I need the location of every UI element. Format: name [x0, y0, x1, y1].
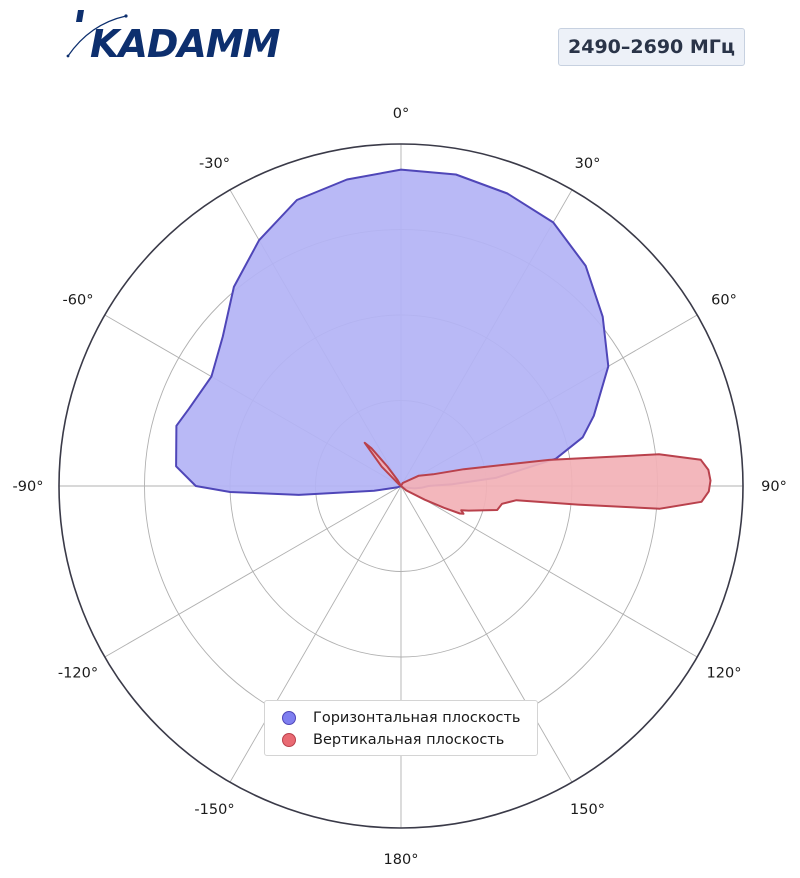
grid-spoke-4 [400, 485, 698, 658]
outer-ring-layer [58, 143, 744, 829]
grid-spoke-5 [400, 485, 573, 783]
grid-spoke-8 [104, 485, 402, 658]
angle-label-10: -60° [63, 293, 94, 309]
angle-label-2: 60° [711, 293, 737, 309]
brand-name: KADAMM [90, 22, 280, 66]
legend-marker-horizontal [282, 711, 296, 725]
angle-label-4: 120° [707, 666, 742, 682]
angle-label-8: -120° [58, 666, 98, 682]
angle-labels: 0° 30° 60° 90° 120° 150° 180° -150° -120° -90° -60… [13, 106, 787, 868]
legend-label-vertical: Вертикальная плоскость [313, 732, 505, 748]
outer-ring [58, 143, 744, 829]
legend: Горизонтальная плоскость Вертикальная пл… [264, 700, 538, 756]
series-area-horizontal [175, 168, 610, 496]
angle-label-9: -90° [13, 479, 44, 495]
legend-item-horizontal: Горизонтальная плоскость [282, 707, 520, 729]
angle-label-5: 150° [570, 802, 605, 818]
legend-marker-vertical [282, 733, 296, 747]
angle-label-1: 30° [575, 156, 601, 172]
series-area-vertical [363, 441, 712, 515]
angle-label-7: -150° [194, 802, 234, 818]
angle-label-3: 90° [761, 479, 787, 495]
grid-spoke-7 [229, 485, 402, 783]
angle-label-11: -30° [199, 156, 230, 172]
frequency-badge: 2490–2690 МГц [558, 28, 745, 66]
kadamm-logo [66, 10, 128, 58]
legend-item-vertical: Вертикальная плоскость [282, 729, 504, 751]
legend-label-horizontal: Горизонтальная плоскость [313, 710, 521, 726]
angle-label-6: 180° [384, 852, 419, 868]
angle-label-0: 0° [393, 106, 409, 122]
series-layer [175, 168, 712, 515]
